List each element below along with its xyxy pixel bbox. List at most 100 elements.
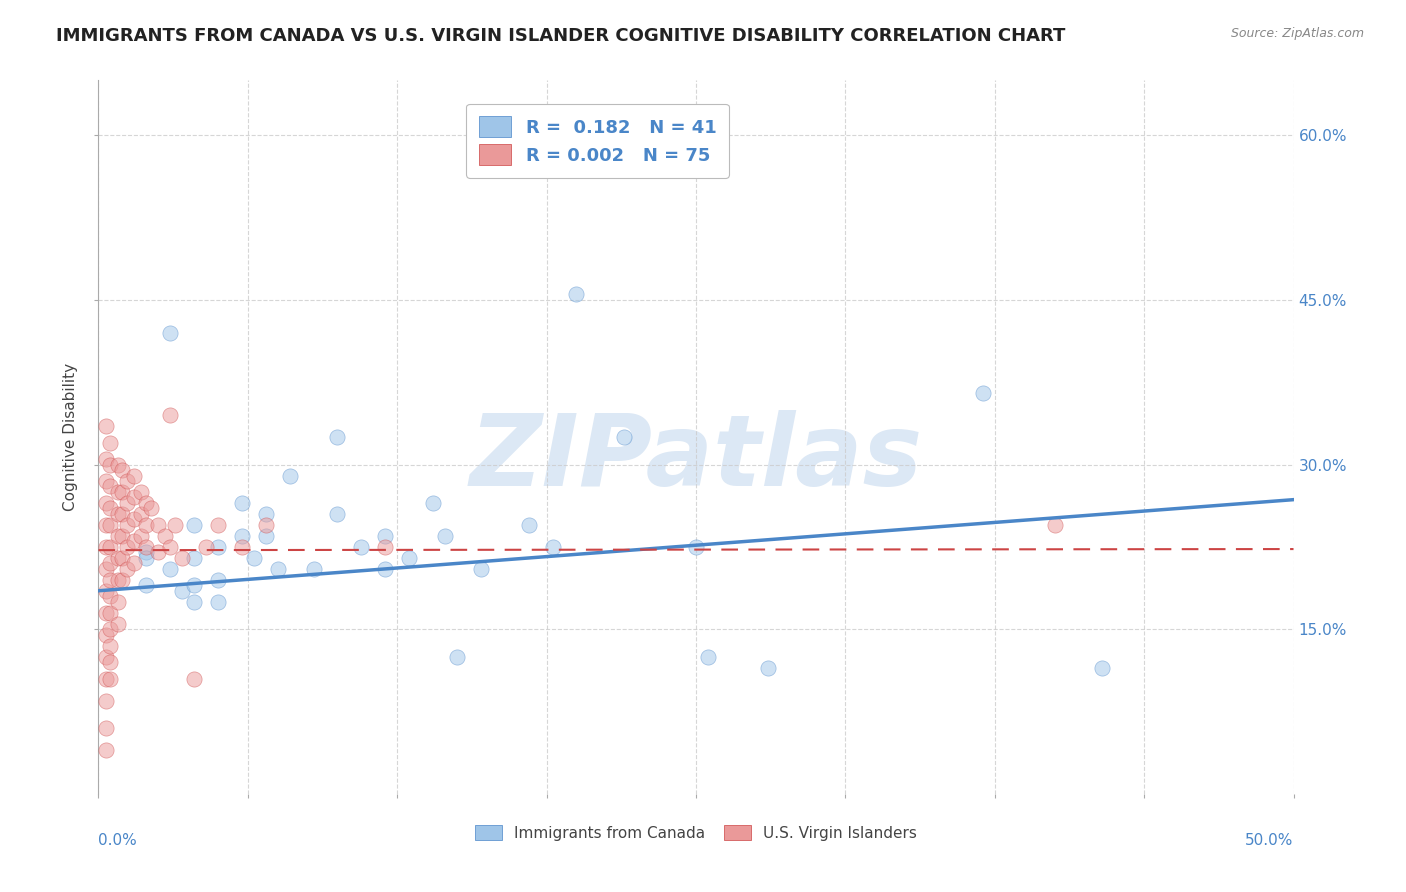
Point xyxy=(111,507,134,521)
Text: IMMIGRANTS FROM CANADA VS U.S. VIRGIN ISLANDER COGNITIVE DISABILITY CORRELATION : IMMIGRANTS FROM CANADA VS U.S. VIRGIN IS… xyxy=(56,27,1066,45)
Point xyxy=(94,562,117,576)
Point xyxy=(350,540,373,554)
Point xyxy=(254,507,277,521)
Point xyxy=(98,672,122,686)
Point xyxy=(107,485,129,500)
Point xyxy=(98,573,122,587)
Point xyxy=(124,534,146,549)
Point xyxy=(159,540,181,554)
Point xyxy=(94,649,117,664)
Point xyxy=(94,452,117,467)
Point xyxy=(374,529,396,543)
Point xyxy=(207,573,229,587)
Point xyxy=(94,606,117,620)
Point xyxy=(98,501,122,516)
Legend: Immigrants from Canada, U.S. Virgin Islanders: Immigrants from Canada, U.S. Virgin Isla… xyxy=(468,819,924,847)
Point xyxy=(207,595,229,609)
Point xyxy=(135,540,157,554)
Point xyxy=(98,458,122,472)
Point xyxy=(111,485,134,500)
Point xyxy=(135,517,157,532)
Point xyxy=(115,474,138,488)
Point xyxy=(374,562,396,576)
Point xyxy=(111,529,134,543)
Point xyxy=(94,743,117,757)
Point xyxy=(972,386,994,401)
Point xyxy=(159,562,181,576)
Point xyxy=(278,468,301,483)
Point xyxy=(107,595,129,609)
Point xyxy=(94,628,117,642)
Point xyxy=(124,512,146,526)
Point xyxy=(231,529,253,543)
Point xyxy=(195,540,218,554)
Point xyxy=(517,517,540,532)
Point xyxy=(94,583,117,598)
Point xyxy=(159,326,181,340)
Point xyxy=(243,550,266,565)
Point xyxy=(124,468,146,483)
Point xyxy=(111,573,134,587)
Point xyxy=(326,507,349,521)
Point xyxy=(115,496,138,510)
Point xyxy=(94,721,117,735)
Point xyxy=(613,430,636,444)
Point xyxy=(183,672,205,686)
Point xyxy=(697,649,720,664)
Point xyxy=(565,287,588,301)
Point xyxy=(107,550,129,565)
Point xyxy=(107,573,129,587)
Point xyxy=(98,589,122,603)
Point xyxy=(94,474,117,488)
Point xyxy=(98,517,122,532)
Point xyxy=(326,430,349,444)
Point xyxy=(111,550,134,565)
Point xyxy=(422,496,444,510)
Point xyxy=(172,583,194,598)
Point xyxy=(135,550,157,565)
Point xyxy=(231,496,253,510)
Point xyxy=(135,496,157,510)
Point xyxy=(107,458,129,472)
Point xyxy=(207,517,229,532)
Text: Source: ZipAtlas.com: Source: ZipAtlas.com xyxy=(1230,27,1364,40)
Point xyxy=(1091,660,1114,674)
Point xyxy=(1043,517,1066,532)
Point xyxy=(398,550,420,565)
Point xyxy=(98,435,122,450)
Point xyxy=(267,562,290,576)
Point xyxy=(94,517,117,532)
Point xyxy=(94,540,117,554)
Point xyxy=(470,562,492,576)
Point xyxy=(183,517,205,532)
Point xyxy=(94,672,117,686)
Point xyxy=(98,479,122,493)
Point xyxy=(231,540,253,554)
Point xyxy=(107,616,129,631)
Text: 50.0%: 50.0% xyxy=(1246,833,1294,848)
Point xyxy=(183,595,205,609)
Point xyxy=(434,529,457,543)
Point xyxy=(172,550,194,565)
Point xyxy=(98,606,122,620)
Point xyxy=(98,639,122,653)
Point xyxy=(207,540,229,554)
Point xyxy=(124,557,146,571)
Point xyxy=(685,540,707,554)
Point xyxy=(155,529,177,543)
Point xyxy=(135,578,157,592)
Point xyxy=(94,419,117,434)
Point xyxy=(302,562,325,576)
Point xyxy=(98,557,122,571)
Point xyxy=(115,517,138,532)
Point xyxy=(98,655,122,669)
Point xyxy=(107,529,129,543)
Point xyxy=(446,649,468,664)
Point xyxy=(139,501,162,516)
Point xyxy=(131,507,153,521)
Y-axis label: Cognitive Disability: Cognitive Disability xyxy=(63,363,79,511)
Point xyxy=(98,540,122,554)
Point xyxy=(94,496,117,510)
Point xyxy=(148,517,170,532)
Point xyxy=(541,540,564,554)
